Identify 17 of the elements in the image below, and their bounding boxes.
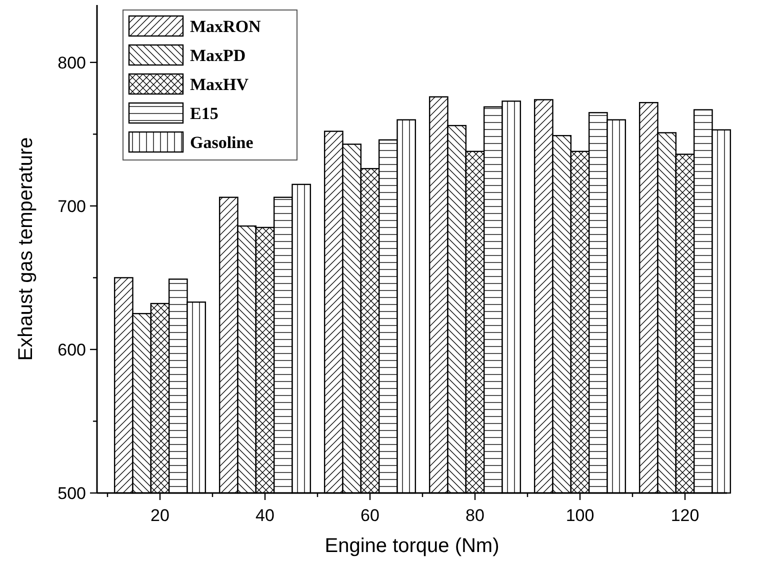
y-tick-label: 600 bbox=[58, 340, 86, 360]
legend-label: MaxPD bbox=[190, 46, 246, 65]
legend-label: MaxHV bbox=[190, 75, 250, 94]
y-axis-title: Exhaust gas temperature bbox=[15, 137, 37, 361]
y-tick-label: 500 bbox=[58, 484, 86, 503]
x-tick-label: 20 bbox=[150, 506, 170, 525]
x-tick-label: 40 bbox=[256, 506, 274, 525]
x-tick-label: 60 bbox=[360, 506, 380, 525]
x-tick-label: 120 bbox=[670, 506, 700, 525]
x-tick-label: 100 bbox=[566, 506, 594, 525]
y-tick-label: 800 bbox=[58, 53, 86, 72]
legend-label: E15 bbox=[190, 104, 218, 123]
y-tick-label: 700 bbox=[58, 196, 86, 216]
legend-label: MaxRON bbox=[190, 17, 262, 36]
x-axis-title: Engine torque (Nm) bbox=[324, 535, 500, 557]
x-tick-label: 80 bbox=[466, 506, 484, 525]
legend-label: Gasoline bbox=[190, 133, 254, 152]
